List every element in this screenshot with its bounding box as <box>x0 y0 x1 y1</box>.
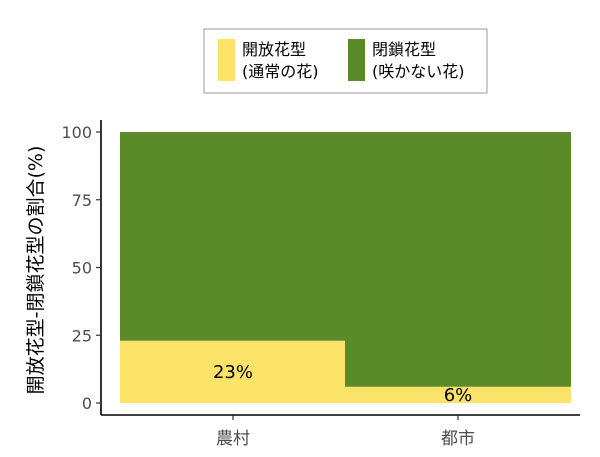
y-tick-label-0: 0 <box>82 394 92 413</box>
y-tick-label-75: 75 <box>72 191 92 210</box>
legend-label-open-flower-line2: (通常の花) <box>242 62 319 81</box>
legend: 開放花型 (通常の花) 閉鎖花型 (咲かない花) <box>203 28 488 94</box>
x-axis: 農村 都市 <box>101 414 580 449</box>
data-label-2: 6% <box>444 385 473 406</box>
bar-segment-open-2 <box>345 386 571 403</box>
bar-segment-closed-2 <box>345 132 571 387</box>
legend-label-closed-flower-line1: 閉鎖花型 <box>372 40 436 59</box>
legend-label-closed-flower-line2: (咲かない花) <box>372 62 465 81</box>
data-labels-layer: 23% 6% <box>213 362 472 406</box>
y-axis: 0 25 50 75 100 <box>61 120 102 415</box>
legend-label-open-flower-line1: 開放花型 <box>242 40 306 59</box>
y-tick-label-50: 50 <box>72 259 92 278</box>
legend-swatch-open-flower <box>218 39 235 81</box>
legend-box <box>203 28 488 94</box>
y-axis-title: 開放花型-閉鎖花型の割合(%) <box>25 146 47 395</box>
y-tick-label-25: 25 <box>72 326 92 345</box>
bar-segment-closed-1 <box>120 132 346 341</box>
legend-swatch-closed-flower <box>348 39 365 81</box>
x-tick-label-2: 都市 <box>441 429 475 449</box>
y-tick-label-100: 100 <box>61 123 92 142</box>
x-tick-label-1: 農村 <box>216 429 250 449</box>
data-label-1: 23% <box>213 362 253 383</box>
bars-layer <box>120 132 571 403</box>
bar-segment-open-1 <box>120 340 346 403</box>
